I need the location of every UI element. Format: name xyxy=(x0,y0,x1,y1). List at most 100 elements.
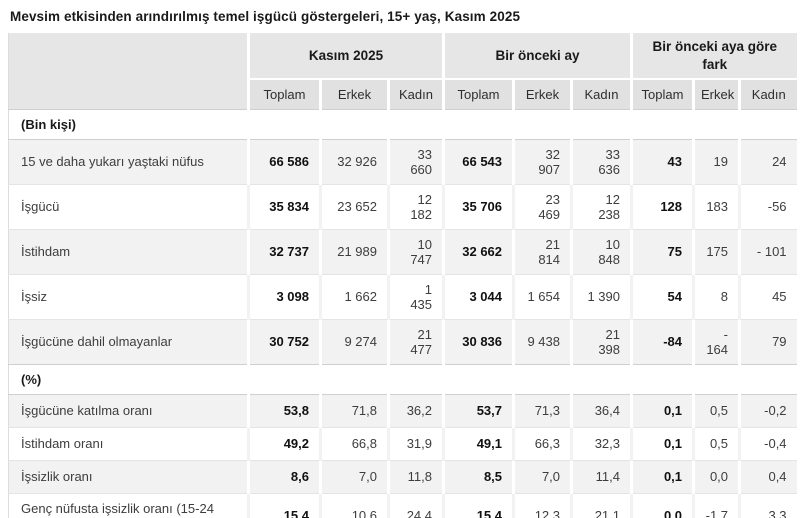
cell-value: 43 xyxy=(630,138,694,184)
cell-value: 31,9 xyxy=(386,426,444,460)
cell-value: 9 438 xyxy=(512,318,572,364)
cell-value: 66 543 xyxy=(442,138,514,184)
cell-value: 30 752 xyxy=(247,318,321,364)
cell-value: 1 435 xyxy=(386,273,444,319)
table-row: İstihdam 32 737 21 989 10 747 32 662 21 814 10… xyxy=(8,228,797,274)
cell-value: 35 706 xyxy=(442,183,514,229)
cell-value: 23 652 xyxy=(319,183,389,229)
section-label: (Bin kişi) xyxy=(8,108,797,140)
cell-value: 21 398 xyxy=(570,318,632,364)
cell-value: -0,2 xyxy=(738,393,797,427)
table-row: İşgücü 35 834 23 652 12 182 35 706 23 469 12 2… xyxy=(8,183,797,229)
row-label: İstihdam xyxy=(8,228,249,274)
cell-value: 24 xyxy=(738,138,797,184)
cell-value: 0,0 xyxy=(692,459,740,493)
subheader-female-3: Kadın xyxy=(738,78,797,109)
cell-value: 11,4 xyxy=(570,459,632,493)
cell-value: 71,3 xyxy=(512,393,572,427)
cell-value: 32 737 xyxy=(247,228,321,274)
labor-force-table: Kasım 2025 Bir önceki ay Bir önceki aya … xyxy=(8,33,797,518)
row-label: İşgücüne dahil olmayanlar xyxy=(8,318,249,364)
cell-value: - 164 xyxy=(692,318,740,364)
cell-value: 10 747 xyxy=(386,228,444,274)
cell-value: 8,5 xyxy=(442,459,514,493)
cell-value: 1 662 xyxy=(319,273,389,319)
subheader-male-3: Erkek xyxy=(692,78,740,109)
cell-value: 3 044 xyxy=(442,273,514,319)
cell-value: 21 989 xyxy=(319,228,389,274)
cell-value: 71,8 xyxy=(319,393,389,427)
subheader-male-1: Erkek xyxy=(319,78,389,109)
subheader-total-1: Toplam xyxy=(247,78,321,109)
cell-value: 32 907 xyxy=(512,138,572,184)
cell-value: 19 xyxy=(692,138,740,184)
cell-value: -84 xyxy=(630,318,694,364)
header-group-row: Kasım 2025 Bir önceki ay Bir önceki aya … xyxy=(8,33,797,109)
subheader-female-1: Kadın xyxy=(386,78,444,109)
cell-value: 3,3 xyxy=(738,492,797,518)
table-body: (Bin kişi) 15 ve daha yukarı yaştaki nüfu… xyxy=(8,108,797,518)
cell-value: 175 xyxy=(692,228,740,274)
cell-value: 1 654 xyxy=(512,273,572,319)
cell-value: 49,2 xyxy=(247,426,321,460)
cell-value: 0,5 xyxy=(692,393,740,427)
cell-value: 53,7 xyxy=(442,393,514,427)
cell-value: 10,6 xyxy=(319,492,389,518)
cell-value: 54 xyxy=(630,273,694,319)
cell-value: 15,4 xyxy=(247,492,321,518)
table-row: İşgücüne dahil olmayanlar 30 752 9 274 21 4… xyxy=(8,318,797,364)
table-row: 15 ve daha yukarı yaştaki nüfus 66 586 32 … xyxy=(8,138,797,184)
subheader-total-2: Toplam xyxy=(442,78,514,109)
cell-value: 32 662 xyxy=(442,228,514,274)
table-row: İşgücüne katılma oranı 53,8 71,8 36,2 53,7 71… xyxy=(8,393,797,427)
cell-value: 79 xyxy=(738,318,797,364)
subheader-female-2: Kadın xyxy=(570,78,632,109)
table-row: İşsiz 3 098 1 662 1 435 3 044 1 654 1 390 54 8 45 xyxy=(8,273,797,319)
row-label: Genç nüfusta işsizlik oranı (15-24 yaş) xyxy=(8,492,249,518)
cell-value: 183 xyxy=(692,183,740,229)
cell-value: 66,8 xyxy=(319,426,389,460)
header-sub-row: Toplam Erkek Kadın Toplam Erkek Kadın To… xyxy=(9,78,797,109)
cell-value: 1 390 xyxy=(570,273,632,319)
row-label: İşsiz xyxy=(8,273,249,319)
cell-value: 12,3 xyxy=(512,492,572,518)
corner-cell xyxy=(8,33,249,109)
cell-value: 33 660 xyxy=(386,138,444,184)
row-label: 15 ve daha yukarı yaştaki nüfus xyxy=(8,138,249,184)
row-label: İşsizlik oranı xyxy=(8,459,249,493)
cell-value: 36,2 xyxy=(386,393,444,427)
cell-value: 11,8 xyxy=(386,459,444,493)
table-header: Kasım 2025 Bir önceki ay Bir önceki aya … xyxy=(8,33,797,109)
cell-value: 0,5 xyxy=(692,426,740,460)
cell-value: 3 098 xyxy=(247,273,321,319)
cell-value: 8 xyxy=(692,273,740,319)
cell-value: 12 238 xyxy=(570,183,632,229)
cell-value: -56 xyxy=(738,183,797,229)
col-group-current-month: Kasım 2025 xyxy=(246,33,444,79)
col-group-previous-month: Bir önceki ay xyxy=(442,33,632,79)
cell-value: 75 xyxy=(630,228,694,274)
cell-value: 21,1 xyxy=(570,492,632,518)
cell-value: 45 xyxy=(738,273,797,319)
cell-value: 12 182 xyxy=(386,183,444,229)
cell-value: 53,8 xyxy=(247,393,321,427)
cell-value: 10 848 xyxy=(570,228,632,274)
cell-value: 36,4 xyxy=(570,393,632,427)
cell-value: 0,1 xyxy=(630,393,694,427)
cell-value: 7,0 xyxy=(319,459,389,493)
cell-value: 21 477 xyxy=(386,318,444,364)
table-row: İstihdam oranı 49,2 66,8 31,9 49,1 66,3 32,3 0,… xyxy=(8,426,797,460)
table-row: İşsizlik oranı 8,6 7,0 11,8 8,5 7,0 11,4 0,1 0,0… xyxy=(8,459,797,493)
cell-value: 49,1 xyxy=(442,426,514,460)
cell-value: 30 836 xyxy=(442,318,514,364)
cell-value: 0,4 xyxy=(738,459,797,493)
col-group-difference: Bir önceki aya göre fark xyxy=(630,33,797,79)
row-label: İşgücüne katılma oranı xyxy=(8,393,249,427)
section-row: (%) xyxy=(8,363,797,395)
subheader-total-3: Toplam xyxy=(630,78,694,109)
cell-value: 21 814 xyxy=(512,228,572,274)
cell-value: 15,4 xyxy=(442,492,514,518)
subheader-male-2: Erkek xyxy=(512,78,572,109)
cell-value: 66 586 xyxy=(247,138,321,184)
